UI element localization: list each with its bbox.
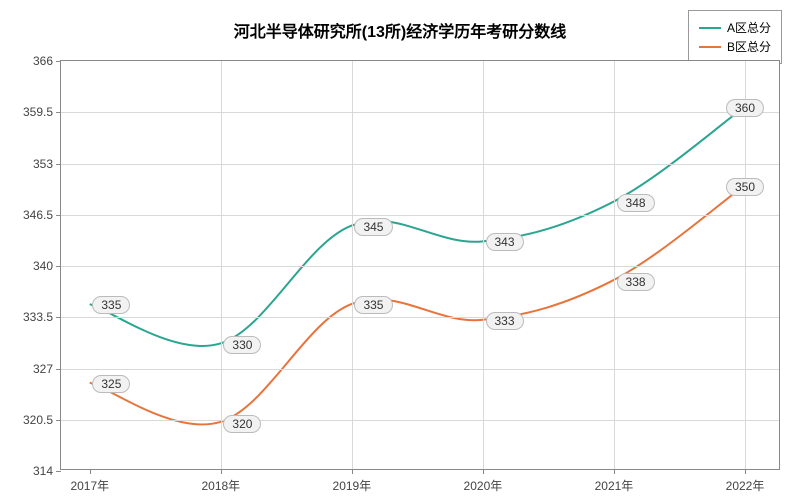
gridline-horizontal [61, 420, 779, 421]
legend-label: A区总分 [727, 19, 771, 36]
data-point-label: 335 [92, 296, 130, 314]
legend: A区总分 B区总分 [688, 10, 782, 64]
legend-label: B区总分 [727, 38, 771, 55]
x-tick-label: 2018年 [201, 469, 240, 494]
gridline-vertical [221, 61, 222, 469]
gridline-vertical [745, 61, 746, 469]
line-layer [61, 61, 779, 469]
data-point-label: 360 [726, 99, 764, 117]
series-line [90, 187, 743, 425]
data-point-label: 348 [617, 194, 655, 212]
data-point-label: 325 [92, 375, 130, 393]
y-tick-label: 340 [33, 259, 61, 273]
gridline-vertical [483, 61, 484, 469]
y-tick-label: 314 [33, 464, 61, 478]
y-tick-label: 320.5 [23, 413, 61, 427]
data-point-label: 343 [486, 233, 524, 251]
gridline-horizontal [61, 164, 779, 165]
data-point-label: 320 [223, 415, 261, 433]
data-point-label: 335 [354, 296, 392, 314]
series-line [90, 108, 743, 346]
x-tick-label: 2022年 [726, 469, 765, 494]
gridline-vertical [352, 61, 353, 469]
gridline-horizontal [61, 369, 779, 370]
data-point-label: 338 [617, 273, 655, 291]
y-tick-label: 353 [33, 157, 61, 171]
gridline-vertical [614, 61, 615, 469]
legend-swatch [699, 46, 721, 48]
gridline-horizontal [61, 215, 779, 216]
plot-area: 314320.5327333.5340346.5353359.53662017年… [60, 60, 780, 470]
y-tick-label: 346.5 [23, 208, 61, 222]
data-point-label: 330 [223, 336, 261, 354]
y-tick-label: 327 [33, 362, 61, 376]
legend-swatch [699, 27, 721, 29]
chart-container: 河北半导体研究所(13所)经济学历年考研分数线 A区总分B区总分 314320.… [0, 0, 800, 500]
x-tick-label: 2020年 [464, 469, 503, 494]
y-tick-label: 366 [33, 54, 61, 68]
y-tick-label: 333.5 [23, 310, 61, 324]
data-point-label: 345 [354, 218, 392, 236]
gridline-horizontal [61, 266, 779, 267]
chart-title: 河北半导体研究所(13所)经济学历年考研分数线 [0, 18, 800, 42]
data-point-label: 333 [486, 312, 524, 330]
data-point-label: 350 [726, 178, 764, 196]
gridline-horizontal [61, 317, 779, 318]
legend-item: B区总分 [699, 38, 771, 55]
x-tick-label: 2019年 [333, 469, 372, 494]
legend-item: A区总分 [699, 19, 771, 36]
x-tick-label: 2021年 [595, 469, 634, 494]
gridline-horizontal [61, 112, 779, 113]
y-tick-label: 359.5 [23, 105, 61, 119]
x-tick-label: 2017年 [70, 469, 109, 494]
